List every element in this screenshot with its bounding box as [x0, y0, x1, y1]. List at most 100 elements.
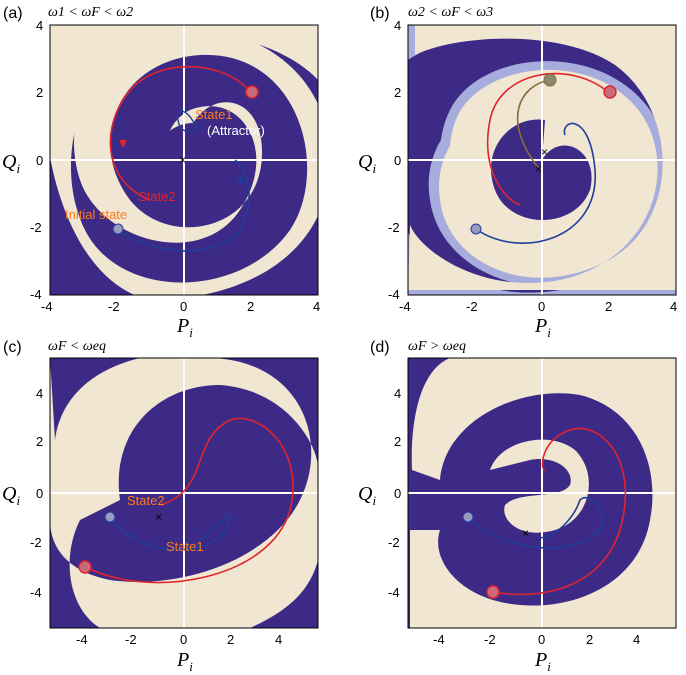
- y-axis-label-b: Qi: [358, 151, 376, 176]
- frame-c: [49, 357, 319, 629]
- annotation-state2-a: State2: [138, 189, 176, 204]
- cross-marker-c: ×: [155, 510, 162, 524]
- state-marker-red-b: [603, 85, 617, 99]
- x-ticks-c: -4 -2 0 2 4: [76, 632, 282, 647]
- x-tick: -2: [125, 632, 137, 647]
- red-trajectory-c: [85, 417, 294, 584]
- cross-marker-b1: ×: [541, 145, 548, 159]
- x-tick: 4: [633, 632, 640, 647]
- x-tick: -4: [76, 632, 88, 647]
- frame-b: [407, 24, 677, 296]
- x-tick: 2: [247, 299, 254, 314]
- x-tick: -2: [484, 632, 496, 647]
- blue-trajectory-a: [117, 159, 250, 252]
- annotation-state1-a: State1: [195, 107, 233, 122]
- y-tick: -4: [30, 585, 42, 600]
- annotation-state2-c: State2: [127, 493, 165, 508]
- y-tick: -4: [388, 585, 400, 600]
- x-tick: 0: [538, 632, 545, 647]
- x-ticks-d: -4 -2 0 2 4: [433, 632, 640, 647]
- panel-c: (c) ωF < ωeq × State2 State1 -4 -2 0 2 4…: [2, 339, 319, 674]
- x-tick: 0: [538, 299, 545, 314]
- x-tick: 4: [313, 299, 320, 314]
- red-trajectory-a: [109, 65, 251, 201]
- x-tick: -2: [466, 299, 478, 314]
- cross-marker-a: ×: [179, 153, 186, 167]
- state-marker-brown-b: [543, 73, 557, 87]
- blue-spiral-a: [176, 110, 202, 133]
- red-trajectory-b: [486, 72, 609, 206]
- blue-trajectory-c: [109, 514, 231, 551]
- panel-d: (d) ωF > ωeq × -4 -2 0 2 4 4 2 0 -2: [358, 339, 677, 674]
- cross-marker-b2: ×: [535, 162, 542, 176]
- y-tick: 0: [394, 153, 401, 168]
- frame-a: [49, 24, 319, 296]
- panel-condition-b: ω2 < ωF < ω3: [408, 5, 493, 20]
- blue-trajectory-d: [467, 497, 604, 549]
- x-ticks-a: -4 -2 0 2 4: [41, 299, 320, 314]
- x-tick: -4: [399, 299, 411, 314]
- red-trajectory-d: [492, 427, 627, 596]
- state-marker-red-d: [486, 585, 500, 599]
- y-tick: 2: [36, 434, 43, 449]
- y-tick: 0: [394, 486, 401, 501]
- panel-condition-c: ωF < ωeq: [48, 339, 106, 354]
- blue-arrow-a: [237, 175, 245, 183]
- x-axis-label-a: Pi: [176, 315, 193, 340]
- y-axis-label-c: Qi: [2, 483, 20, 508]
- x-tick: 4: [275, 632, 282, 647]
- frame-d: [407, 357, 677, 629]
- panel-condition-a: ω1 < ωF < ω2: [48, 5, 133, 20]
- state-marker-blue-b: [470, 223, 482, 235]
- annotation-attractor-a: (Attractor): [207, 123, 265, 138]
- y-tick: -2: [388, 535, 400, 550]
- x-tick: -2: [108, 299, 120, 314]
- y-axis-label-a: Qi: [2, 151, 20, 176]
- x-ticks-b: -4 -2 0 2 4: [399, 299, 677, 314]
- y-axis-label-d: Qi: [358, 483, 376, 508]
- x-tick: -4: [41, 299, 53, 314]
- x-tick: 0: [180, 632, 187, 647]
- annotation-state1-c: State1: [166, 539, 204, 554]
- state-marker-blue-c: [104, 511, 116, 523]
- y-tick: -4: [388, 287, 400, 302]
- panel-label-b: (b): [370, 5, 390, 22]
- blue-trajectory-b: [475, 122, 596, 244]
- y-tick: 0: [36, 153, 43, 168]
- panel-label-a: (a): [3, 5, 23, 22]
- y-tick: -2: [30, 535, 42, 550]
- y-ticks-a: 4 2 0 -2 -4: [30, 18, 43, 302]
- x-tick: 0: [180, 299, 187, 314]
- annotation-initial-a: Initial state: [65, 207, 127, 222]
- x-tick: 2: [227, 632, 234, 647]
- y-tick: 0: [36, 486, 43, 501]
- brown-trajectory-b: [516, 79, 551, 171]
- panel-condition-d: ωF > ωeq: [408, 339, 466, 354]
- y-ticks-c: 4 2 0 -2 -4: [30, 386, 43, 600]
- y-tick: -4: [30, 287, 42, 302]
- x-tick: 4: [670, 299, 677, 314]
- panel-label-d: (d): [370, 339, 390, 356]
- y-ticks-d: 4 2 0 -2 -4: [388, 386, 401, 600]
- basin-map-b: [408, 25, 676, 295]
- y-tick: 2: [394, 85, 401, 100]
- state-marker-red-a: [245, 85, 259, 99]
- y-tick: 4: [36, 18, 43, 33]
- y-tick: 4: [394, 18, 401, 33]
- y-tick: 4: [36, 386, 43, 401]
- y-tick: -2: [388, 220, 400, 235]
- red-arrow-a: [119, 140, 127, 148]
- y-tick: 4: [394, 386, 401, 401]
- x-tick: 2: [605, 299, 612, 314]
- panel-b: (b) ω2 < ωF < ω3 × × -4 -2 0 2 4 4 2: [358, 5, 677, 340]
- x-axis-label-d: Pi: [534, 649, 551, 674]
- y-tick: -2: [30, 220, 42, 235]
- y-tick: 2: [36, 85, 43, 100]
- x-axis-label-b: Pi: [534, 315, 551, 340]
- x-axis-label-c: Pi: [176, 649, 193, 674]
- y-ticks-b: 4 2 0 -2 -4: [388, 18, 401, 302]
- cross-marker-d: ×: [522, 526, 529, 540]
- x-tick: 2: [586, 632, 593, 647]
- state-marker-blue-a: [112, 223, 124, 235]
